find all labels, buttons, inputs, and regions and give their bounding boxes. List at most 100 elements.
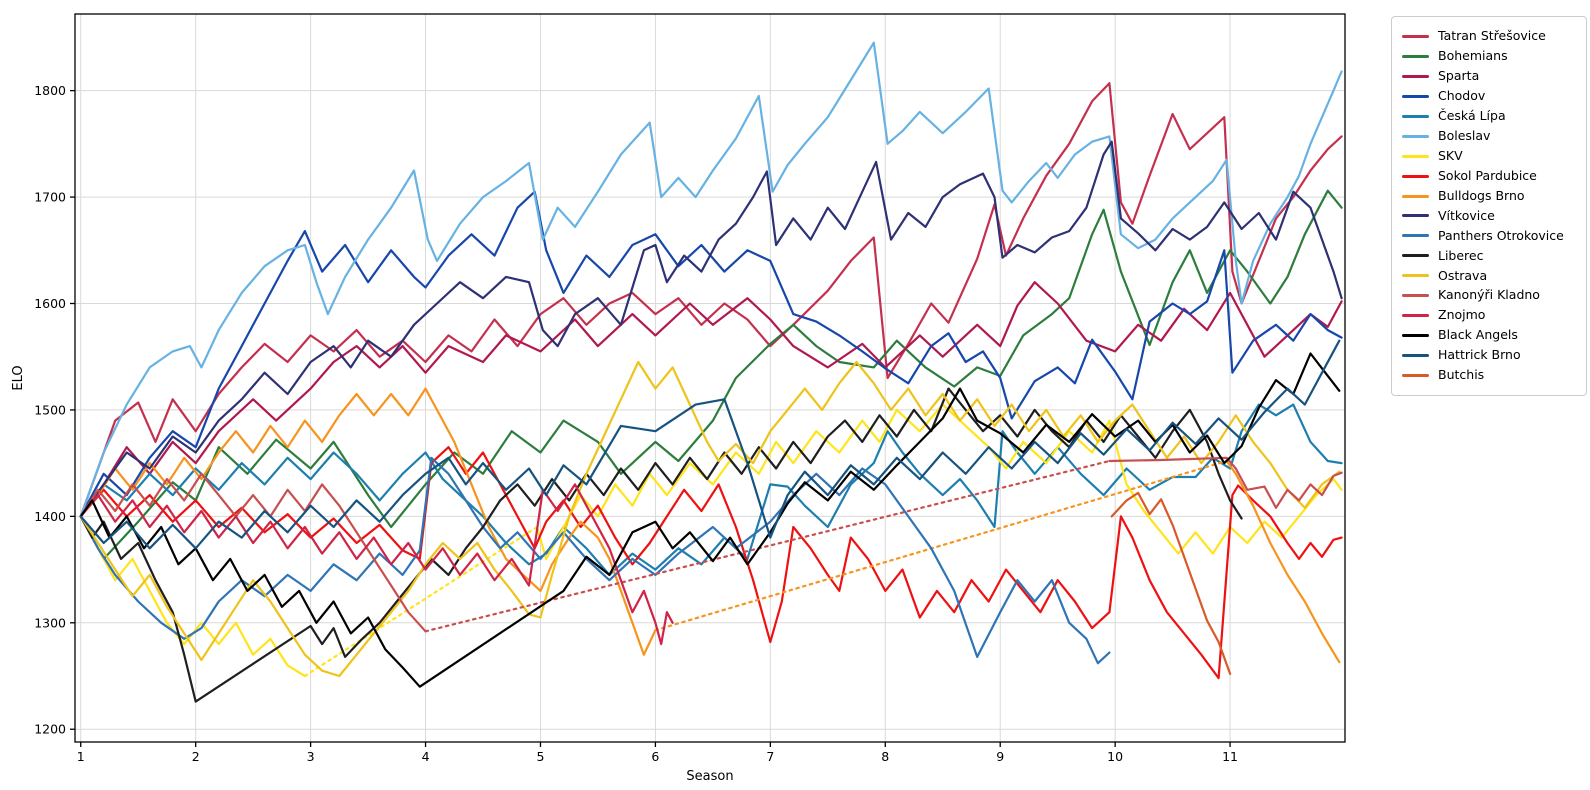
legend-item-kanon-i-kladno: Kanonýři Kladno — [1402, 286, 1576, 305]
x-tick-label: 11 — [1222, 749, 1238, 764]
legend-line-swatch — [1402, 234, 1429, 238]
series-line-tatran-st-e-ovice — [79, 82, 1343, 518]
series-line-znojmo — [79, 483, 674, 646]
legend-item-liberec: Liberec — [1402, 246, 1576, 265]
x-tick-label: 9 — [996, 749, 1004, 764]
legend-item-sokol-pardubice: Sokol Pardubice — [1402, 167, 1576, 186]
legend-label: Bulldogs Brno — [1438, 187, 1525, 203]
legend-line-swatch — [1402, 274, 1429, 278]
x-tick-label: 2 — [192, 749, 200, 764]
legend-label: Black Angels — [1438, 327, 1518, 343]
series-line-kanon-i-kladno — [1108, 456, 1343, 509]
series-line-black-angels — [79, 352, 1341, 688]
legend-line-swatch — [1402, 334, 1429, 338]
legend-item-chodov: Chodov — [1402, 87, 1576, 106]
series-line-skv — [535, 403, 1343, 561]
x-tick-label: 3 — [307, 749, 315, 764]
legend-box: Tatran Střešovice Bohemians Sparta Chodov Če… — [1391, 16, 1587, 396]
legend-item-v-tkovice: Vítkovice — [1402, 206, 1576, 225]
legend-item-bulldogs-brno: Bulldogs Brno — [1402, 187, 1576, 206]
series-line-butchis — [1110, 491, 1232, 676]
y-tick-label: 1400 — [34, 509, 66, 524]
legend-label: Vítkovice — [1438, 207, 1495, 223]
legend-item-znojmo: Znojmo — [1402, 306, 1576, 325]
legend-label: Liberec — [1438, 247, 1484, 263]
legend-item--esk-l-pa: Česká Lípa — [1402, 107, 1576, 126]
legend-label: Bohemians — [1438, 48, 1508, 64]
legend-label: Sokol Pardubice — [1438, 167, 1537, 183]
series-line-liberec — [79, 387, 1243, 703]
series-line--esk-l-pa — [79, 403, 1343, 577]
series-line-sparta — [79, 281, 1343, 518]
legend-item-bohemians: Bohemians — [1402, 47, 1576, 66]
legend-line-swatch — [1402, 114, 1429, 118]
legend-item-butchis: Butchis — [1402, 366, 1576, 385]
legend-label: Butchis — [1438, 367, 1485, 383]
legend-line-swatch — [1402, 354, 1429, 357]
legend-item-sparta: Sparta — [1402, 67, 1576, 86]
legend-line-swatch — [1402, 94, 1429, 98]
series-line-chodov — [79, 190, 1343, 518]
legend-line-swatch — [1402, 194, 1429, 198]
y-axis-label: ELO — [11, 365, 26, 390]
legend-label: Chodov — [1438, 88, 1486, 104]
legend-label: Boleslav — [1438, 127, 1491, 143]
legend-label: Hattrick Brno — [1438, 347, 1521, 363]
x-tick-label: 5 — [536, 749, 544, 764]
series-line-sokol-pardubice — [79, 446, 1343, 680]
legend-label: Tatran Střešovice — [1438, 28, 1546, 44]
legend-label: SKV — [1438, 147, 1463, 163]
legend-item-tatran-st-e-ovice: Tatran Střešovice — [1402, 27, 1576, 46]
legend-item-hattrick-brno: Hattrick Brno — [1402, 346, 1576, 365]
y-tick-label: 1700 — [34, 190, 66, 205]
y-tick-label: 1300 — [34, 615, 66, 630]
y-tick-label: 1800 — [34, 83, 66, 98]
legend-label: Kanonýři Kladno — [1438, 287, 1540, 303]
y-tick-label: 1200 — [34, 722, 66, 737]
legend-label: Sparta — [1438, 68, 1480, 84]
legend-item-black-angels: Black Angels — [1402, 326, 1576, 345]
legend-item-boleslav: Boleslav — [1402, 127, 1576, 146]
tick-labels: 1 2 3 4 5 6 7 8 9 10 11 1200 1300 1400 1500 1600 1700 180… — [34, 83, 1238, 764]
series-line-bulldogs-brno — [1225, 459, 1341, 664]
legend-line-swatch — [1402, 35, 1429, 38]
x-tick-label: 7 — [766, 749, 774, 764]
legend-line-swatch — [1402, 373, 1429, 377]
series-line-panthers-otrokovice — [79, 456, 1111, 665]
x-axis-label: Season — [686, 769, 733, 784]
series-line-v-tkovice — [79, 140, 1343, 518]
legend-item-ostrava: Ostrava — [1402, 266, 1576, 285]
legend-line-swatch — [1402, 254, 1429, 258]
series-line-ostrava — [79, 360, 1341, 678]
series-line-bulldogs-brno — [654, 459, 1228, 632]
legend-line-swatch — [1402, 314, 1429, 318]
legend-line-swatch — [1402, 174, 1429, 178]
legend-item-skv: SKV — [1402, 147, 1576, 166]
x-tick-label: 6 — [651, 749, 659, 764]
x-tick-label: 4 — [422, 749, 430, 764]
x-tick-label: 10 — [1107, 749, 1123, 764]
y-tick-label: 1600 — [34, 296, 66, 311]
x-tick-label: 8 — [881, 749, 889, 764]
chart-series-lines — [79, 41, 1343, 703]
legend-label: Panthers Otrokovice — [1438, 227, 1564, 243]
legend-line-swatch — [1402, 134, 1429, 138]
legend-line-swatch — [1402, 294, 1429, 298]
y-tick-label: 1500 — [34, 402, 66, 417]
series-line-bulldogs-brno — [79, 387, 657, 656]
legend-item-panthers-otrokovice: Panthers Otrokovice — [1402, 226, 1576, 245]
legend-line-swatch — [1402, 154, 1429, 158]
series-line-bohemians — [79, 189, 1343, 561]
legend-line-swatch — [1402, 214, 1429, 218]
legend-label: Ostrava — [1438, 267, 1488, 283]
legend-line-swatch — [1402, 54, 1429, 58]
series-line-kanon-i-kladno — [424, 459, 1111, 633]
legend-label: Česká Lípa — [1438, 108, 1506, 123]
axes — [70, 13, 1346, 747]
legend-line-swatch — [1402, 74, 1429, 78]
x-tick-label: 1 — [77, 749, 85, 764]
series-line-boleslav — [79, 41, 1343, 518]
series-line-hattrick-brno — [79, 339, 1341, 550]
